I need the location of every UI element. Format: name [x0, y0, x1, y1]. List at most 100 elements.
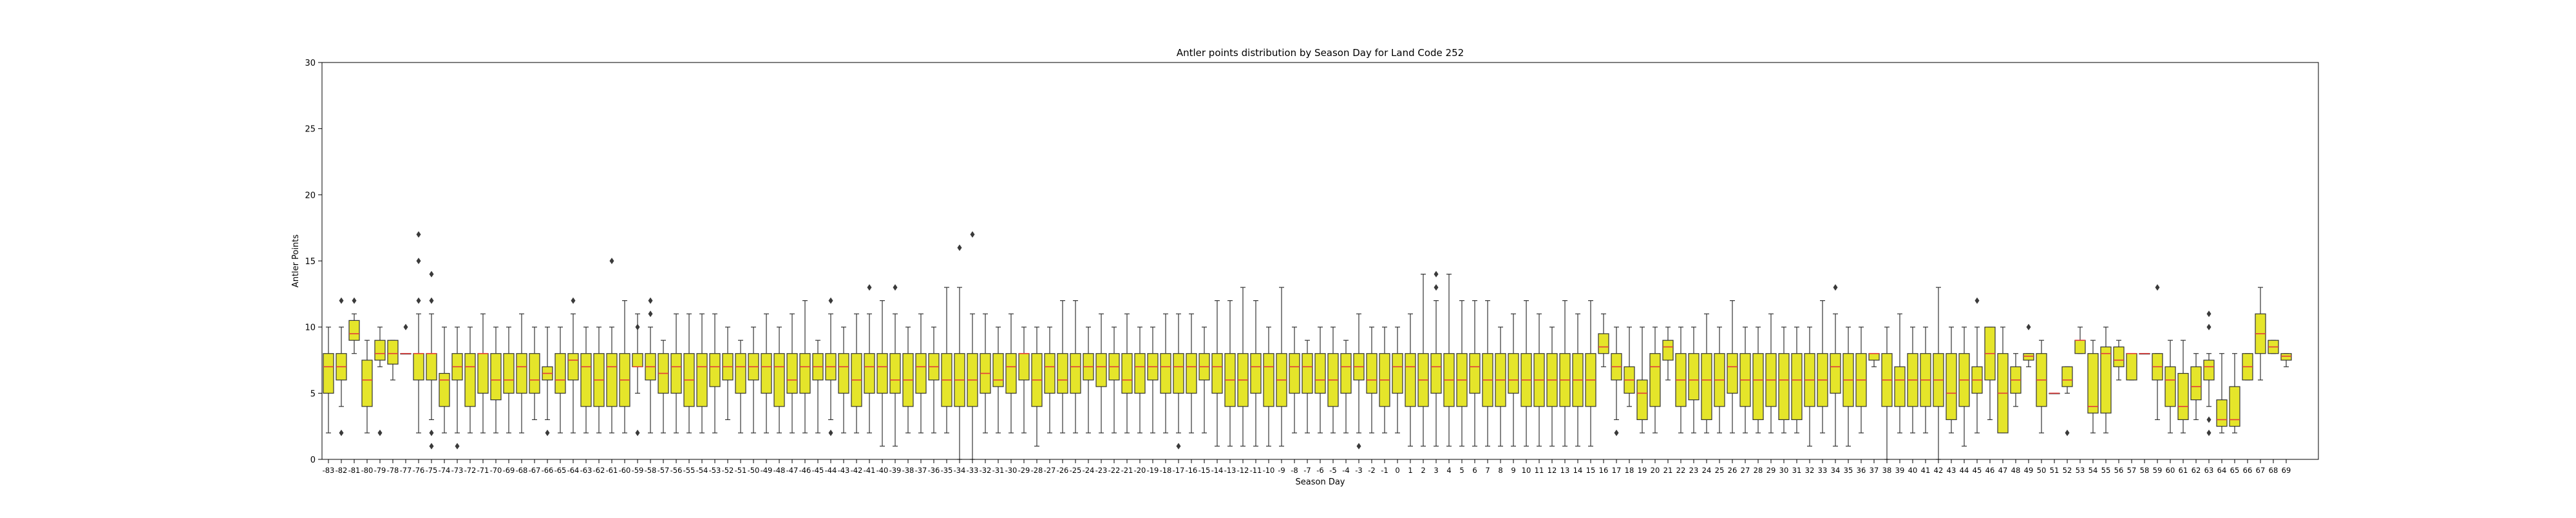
outlier-marker: [1176, 443, 1181, 450]
x-tick-label: 24: [1702, 466, 1712, 475]
y-tick-label: 10: [305, 323, 316, 333]
box: [1649, 353, 1661, 407]
box: [1302, 353, 1313, 394]
box: [773, 353, 785, 407]
box: [915, 353, 927, 394]
x-tick-label: 57: [2127, 466, 2137, 475]
x-tick-label: -53: [709, 466, 721, 475]
box: [477, 353, 489, 394]
box: [2074, 340, 2086, 354]
box: [567, 353, 579, 381]
box: [761, 353, 772, 394]
x-tick-label: -33: [967, 466, 979, 475]
box: [1727, 353, 1738, 394]
x-tick-label: 2: [1421, 466, 1425, 475]
box: [709, 353, 721, 387]
outlier-marker: [828, 429, 833, 436]
x-tick-label: -17: [1173, 466, 1185, 475]
x-tick-label: 56: [2114, 466, 2124, 475]
x-tick-label: 31: [1792, 466, 1802, 475]
outlier-marker: [403, 323, 408, 331]
x-tick-label: -57: [658, 466, 670, 475]
box: [554, 353, 566, 394]
x-tick-label: -61: [606, 466, 618, 475]
outlier-marker: [545, 429, 550, 436]
x-tick-label: -71: [477, 466, 489, 475]
box: [1121, 353, 1133, 394]
box: [1250, 353, 1262, 394]
x-tick-label: -39: [889, 466, 902, 475]
box: [2216, 399, 2228, 427]
x-tick-label: -62: [593, 466, 605, 475]
x-tick-label: -80: [361, 466, 374, 475]
x-tick-label: 0: [1395, 466, 1399, 475]
box: [2087, 353, 2099, 414]
x-tick-label: -46: [799, 466, 811, 475]
box: [786, 353, 798, 394]
x-tick-label: 19: [1638, 466, 1647, 475]
box: [374, 340, 386, 361]
x-tick-label: 61: [2179, 466, 2188, 475]
box: [1662, 340, 1674, 361]
outlier-marker: [1833, 284, 1838, 291]
x-tick-label: 46: [1985, 466, 1995, 475]
box: [1791, 353, 1803, 421]
box: [1289, 353, 1300, 394]
outlier-marker: [893, 284, 898, 291]
outlier-marker: [957, 244, 962, 251]
box: [1263, 353, 1274, 407]
box: [1134, 353, 1146, 394]
box: [838, 353, 849, 394]
x-tick-label: -19: [1147, 466, 1159, 475]
x-tick-label: 23: [1689, 466, 1699, 475]
x-tick-label: 50: [2037, 466, 2047, 475]
outlier-marker: [416, 258, 421, 264]
x-tick-label: -12: [1237, 466, 1249, 475]
box: [426, 353, 437, 381]
x-tick-label: -56: [670, 466, 683, 475]
x-tick-label: 58: [2140, 466, 2150, 475]
box: [323, 353, 334, 394]
box: [2061, 366, 2073, 387]
x-tick-label: -48: [773, 466, 786, 475]
box: [1894, 366, 1906, 407]
outlier-marker: [352, 297, 357, 304]
outlier-marker: [609, 258, 614, 264]
x-tick-label: -68: [516, 466, 528, 475]
x-tick-label: -43: [838, 466, 850, 475]
box: [1160, 353, 1171, 394]
x-tick-label: -13: [1224, 466, 1236, 475]
x-tick-label: -69: [503, 466, 515, 475]
box: [992, 353, 1004, 387]
x-tick-label: 41: [1921, 466, 1931, 475]
x-tick-label: 43: [1947, 466, 1956, 475]
x-tick-label: -72: [464, 466, 477, 475]
box: [1405, 353, 1416, 407]
box: [1430, 353, 1442, 394]
x-tick-label: 53: [2076, 466, 2085, 475]
outlier-marker: [416, 297, 421, 304]
box: [2164, 366, 2176, 407]
box: [529, 353, 540, 394]
box: [1057, 353, 1068, 394]
outlier-marker: [339, 429, 344, 436]
x-tick-label: 49: [2024, 466, 2034, 475]
outlier-marker: [339, 297, 344, 304]
x-tick-label: 4: [1446, 466, 1451, 475]
x-tick-label: 59: [2153, 466, 2163, 475]
x-tick-label: -30: [1005, 466, 1018, 475]
x-tick-label: 10: [1522, 466, 1531, 475]
x-tick-label: -67: [529, 466, 541, 475]
box: [1314, 353, 1326, 394]
x-tick-label: -55: [683, 466, 696, 475]
x-tick-label: -50: [748, 466, 760, 475]
box: [1688, 353, 1700, 401]
outlier-marker: [867, 284, 872, 291]
x-tick-label: -35: [941, 466, 953, 475]
x-tick-label: -18: [1160, 466, 1172, 475]
x-tick-label: -32: [980, 466, 992, 475]
y-tick-label: 20: [305, 191, 316, 200]
box: [1392, 353, 1403, 394]
box: [2023, 353, 2034, 361]
